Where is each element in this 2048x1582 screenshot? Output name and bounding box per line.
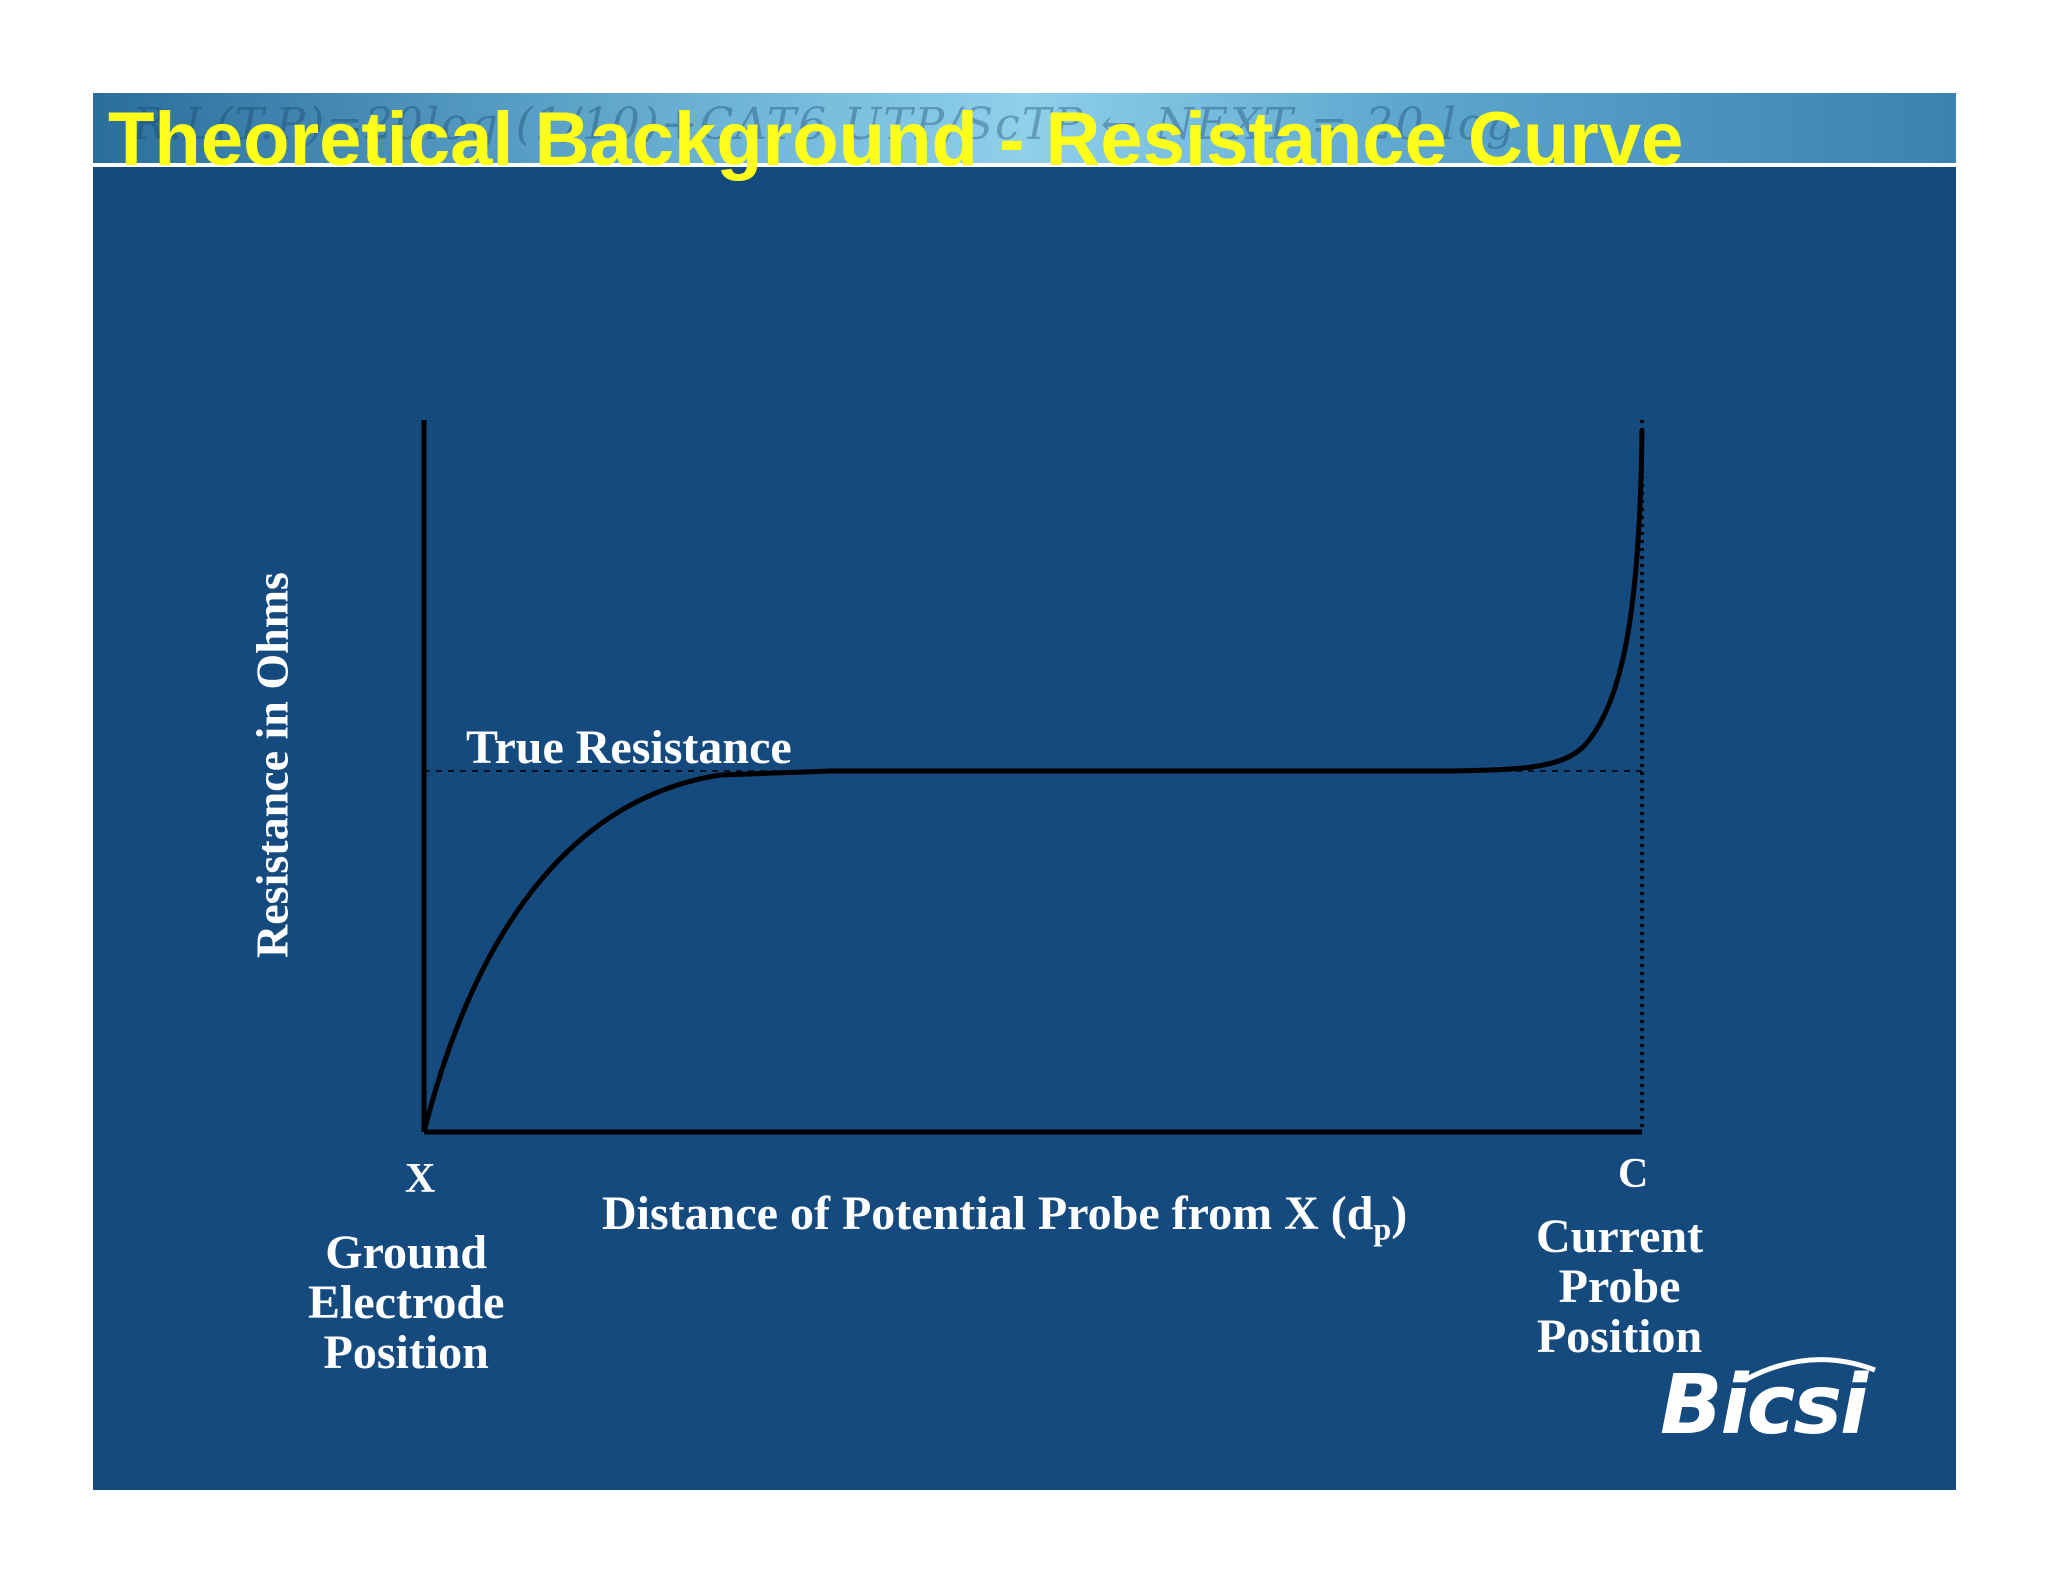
- bicsi-logo: Bicsi: [1650, 1340, 1920, 1460]
- header-banner: R.L(T.P)=20log (1/10)+CAT6 UTP/ScTP ← NE…: [93, 93, 1956, 163]
- y-axis-label: Resistance in Ohms: [246, 572, 298, 958]
- banner-divider: [93, 163, 1956, 167]
- slide-title: Theoretical Background - Resistance Curv…: [108, 97, 1684, 182]
- banner-formula-text: R.L(T.P)=20log (1/10)+CAT6 UTP/ScTP ← NE…: [133, 99, 1517, 150]
- caption-line: Position: [323, 1326, 489, 1379]
- caption-line: Position: [1536, 1310, 1703, 1363]
- resistance-curve: [421, 429, 1645, 1133]
- caption-line: Current: [1536, 1210, 1704, 1263]
- caption-line: Ground: [325, 1226, 488, 1279]
- caption-line: Probe: [1558, 1260, 1681, 1313]
- x-axis-label-end: ): [1391, 1187, 1408, 1240]
- x-axis-label: Distance of Potential Probe from X (dp): [602, 1186, 1407, 1248]
- x-axis-label-subscript: p: [1373, 1210, 1392, 1247]
- c-marker-label: C: [1618, 1151, 1649, 1197]
- logo-text: Bicsi: [1660, 1358, 1868, 1453]
- true-resistance-label: True Resistance: [466, 721, 792, 774]
- x-marker-label: X: [405, 1156, 436, 1202]
- x-axis-label-text: Distance of Potential Probe from X (d: [602, 1187, 1374, 1240]
- caption-line: Electrode: [308, 1276, 505, 1329]
- logo-swoosh-icon: [1743, 1357, 1876, 1383]
- current-probe-caption: Current Probe Position: [1536, 1212, 1703, 1362]
- ground-electrode-caption: Ground Electrode Position: [308, 1228, 504, 1378]
- slide: R.L(T.P)=20log (1/10)+CAT6 UTP/ScTP ← NE…: [93, 93, 1956, 1490]
